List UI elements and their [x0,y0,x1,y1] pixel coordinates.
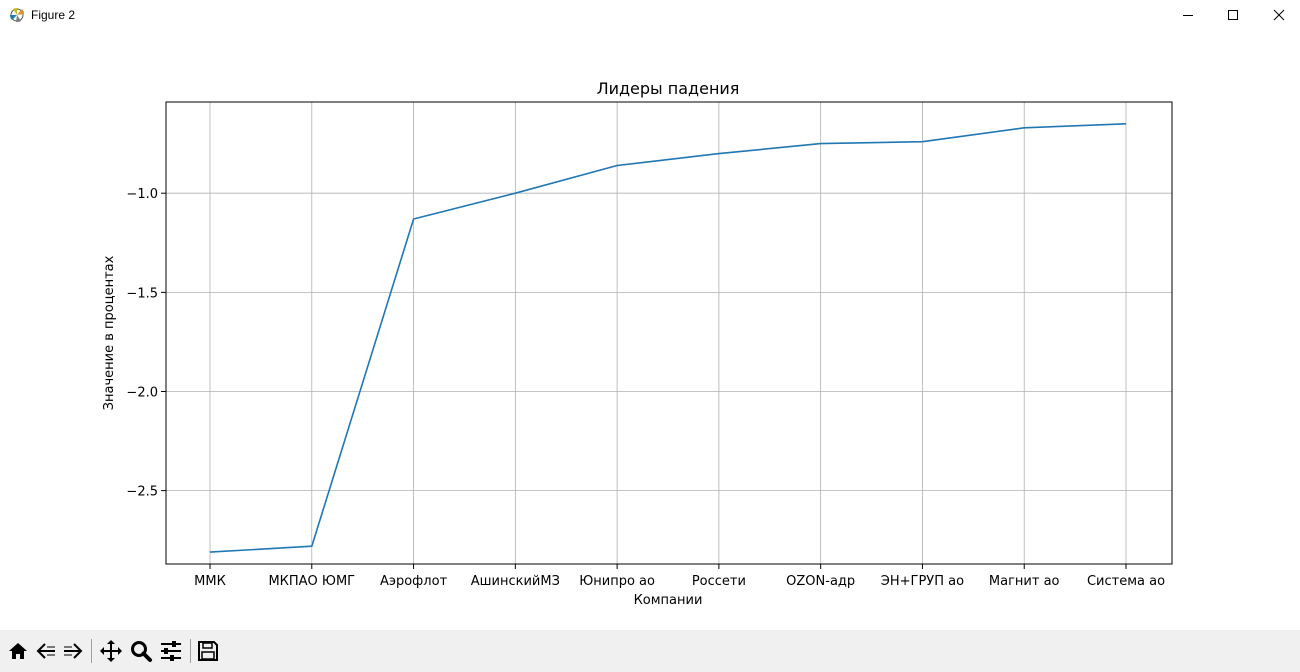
axes-frame [165,101,1173,565]
x-axis-label: Компании [634,593,703,608]
x-tick-label: ЭН+ГРУП ао [881,574,964,589]
x-tick-label: Магнит ао [989,574,1060,589]
configure-subplots-icon [161,641,181,661]
x-tick-label: ММК [194,574,226,589]
series-line [209,123,1127,553]
x-tick-label: Россети [692,574,746,589]
pan-icon [100,640,122,662]
forward-icon [64,643,83,659]
zoom-button[interactable] [128,638,154,664]
line-chart: Лидеры падения Компании Значение в проце… [0,30,1300,630]
maximize-icon [1228,10,1238,20]
matplotlib-icon [9,7,25,23]
x-tick-label: OZON-адр [786,574,855,589]
close-icon [1273,9,1285,21]
y-tick-label: −1.0 [126,187,158,202]
window-title: Figure 2 [31,8,76,22]
toolbar-separator [91,639,92,663]
zoom-icon [131,641,152,662]
configure-subplots-button[interactable] [158,638,184,664]
window-titlebar: Figure 2 [0,0,1300,30]
maximize-button[interactable] [1210,0,1256,30]
minimize-icon [1183,15,1193,16]
minimize-button[interactable] [1165,0,1211,30]
save-icon [198,641,218,661]
navigation-toolbar [0,630,1300,672]
home-icon [9,643,27,659]
x-tick-label: Юнипро ао [579,574,655,589]
figure-canvas[interactable]: Лидеры падения Компании Значение в проце… [0,30,1300,630]
x-tick-label: МКПАО ЮМГ [268,574,355,589]
x-tick-label: Система ао [1087,574,1165,589]
close-button[interactable] [1256,0,1300,30]
x-tick-label: Аэрофлот [380,574,448,589]
toolbar-separator [190,639,191,663]
chart-title: Лидеры падения [597,79,740,98]
y-tick-label: −1.5 [126,286,158,301]
y-tick-label: −2.5 [126,485,158,500]
pan-button[interactable] [98,638,124,664]
home-button[interactable] [5,638,31,664]
save-button[interactable] [195,638,221,664]
back-icon [36,643,55,659]
y-axis-label: Значение в процентах [102,255,117,410]
y-tick-label: −2.0 [126,385,158,400]
back-button[interactable] [33,638,59,664]
forward-button[interactable] [60,638,86,664]
x-tick-label: АшинскийМЗ [471,574,560,589]
